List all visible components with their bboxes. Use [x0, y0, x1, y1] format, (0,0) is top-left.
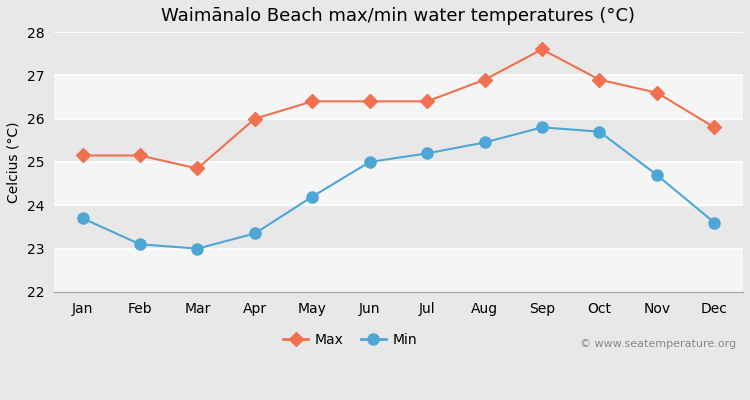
Line: Min: Min — [77, 122, 720, 254]
Max — [480, 77, 489, 82]
Max — [308, 99, 316, 104]
Min — [78, 216, 87, 221]
Min — [251, 231, 260, 236]
Max — [538, 47, 547, 52]
Bar — [54, 205, 743, 249]
Max — [595, 77, 604, 82]
Max — [652, 90, 662, 95]
Max — [365, 99, 374, 104]
Bar — [54, 119, 743, 162]
Bar — [54, 162, 743, 205]
Bar — [54, 75, 743, 119]
Min — [193, 246, 202, 251]
Bar — [54, 249, 743, 292]
Line: Max: Max — [78, 44, 719, 173]
Min — [423, 151, 432, 156]
Min — [595, 129, 604, 134]
Max — [251, 116, 260, 121]
Min — [308, 194, 316, 199]
Min — [710, 220, 718, 225]
Max — [423, 99, 432, 104]
Title: Waimānalo Beach max/min water temperatures (°C): Waimānalo Beach max/min water temperatur… — [161, 7, 635, 25]
Bar — [54, 32, 743, 75]
Text: © www.seatemperature.org: © www.seatemperature.org — [580, 339, 736, 349]
Max — [193, 166, 202, 171]
Min — [365, 160, 374, 164]
Max — [136, 153, 145, 158]
Min — [136, 242, 145, 247]
Min — [652, 172, 662, 177]
Min — [538, 125, 547, 130]
Legend: Max, Min: Max, Min — [278, 328, 423, 352]
Min — [480, 140, 489, 145]
Y-axis label: Celcius (°C): Celcius (°C) — [7, 121, 21, 203]
Max — [78, 153, 87, 158]
Max — [710, 125, 718, 130]
